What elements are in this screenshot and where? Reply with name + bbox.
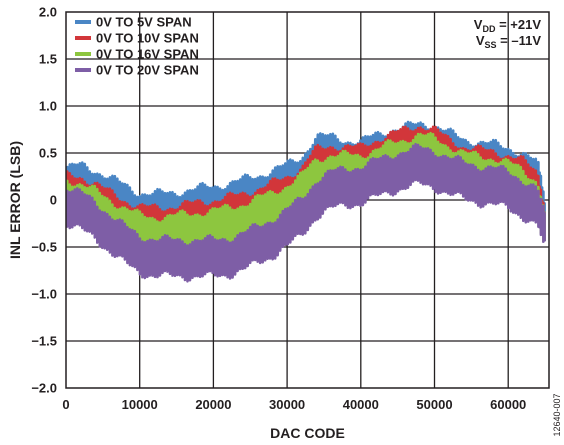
y-tick-labels: −2.0 −1.5 −1.0 −0.5 0 0.5 1.0 1.5 2.0 — [31, 5, 57, 396]
series-band-4 — [66, 142, 546, 283]
y-tick-label: −1.0 — [31, 287, 57, 302]
y-tick-label: 1.0 — [39, 99, 57, 114]
legend-label: 0V TO 10V SPAN — [96, 31, 199, 46]
x-tick-label: 50000 — [416, 397, 452, 412]
plot-frame — [65, 11, 550, 389]
legend-label: 0V TO 20V SPAN — [96, 63, 199, 78]
y-tick-label: −1.5 — [31, 334, 57, 349]
y-tick-label: −0.5 — [31, 240, 57, 255]
y-tick-label: 1.5 — [39, 52, 57, 67]
x-tick-label: 60000 — [490, 397, 526, 412]
x-axis-title: DAC CODE — [270, 425, 345, 441]
x-tick-label: 40000 — [343, 397, 379, 412]
legend-label: 0V TO 5V SPAN — [96, 15, 192, 30]
x-tick-label: 10000 — [122, 397, 158, 412]
legend-label: 0V TO 16V SPAN — [96, 47, 199, 62]
figure-id: 12640-007 — [552, 393, 562, 436]
supply-annotation: VDD = +21V VSS = –11V — [474, 17, 542, 50]
y-tick-label: 0.5 — [39, 146, 57, 161]
x-tick-labels: 0 10000 20000 30000 40000 50000 60000 — [62, 397, 526, 412]
y-tick-label: 2.0 — [39, 5, 57, 20]
series-bands — [66, 120, 546, 283]
x-tick-label: 20000 — [195, 397, 231, 412]
x-tick-label: 30000 — [269, 397, 305, 412]
y-tick-label: −2.0 — [31, 381, 57, 396]
x-tick-label: 0 — [62, 397, 69, 412]
y-tick-label: 0 — [50, 193, 57, 208]
y-axis-title: INL ERROR (LSB) — [7, 141, 23, 259]
vdd-annotation: VDD = +21V — [474, 17, 542, 34]
vss-annotation: VSS = –11V — [476, 33, 541, 50]
